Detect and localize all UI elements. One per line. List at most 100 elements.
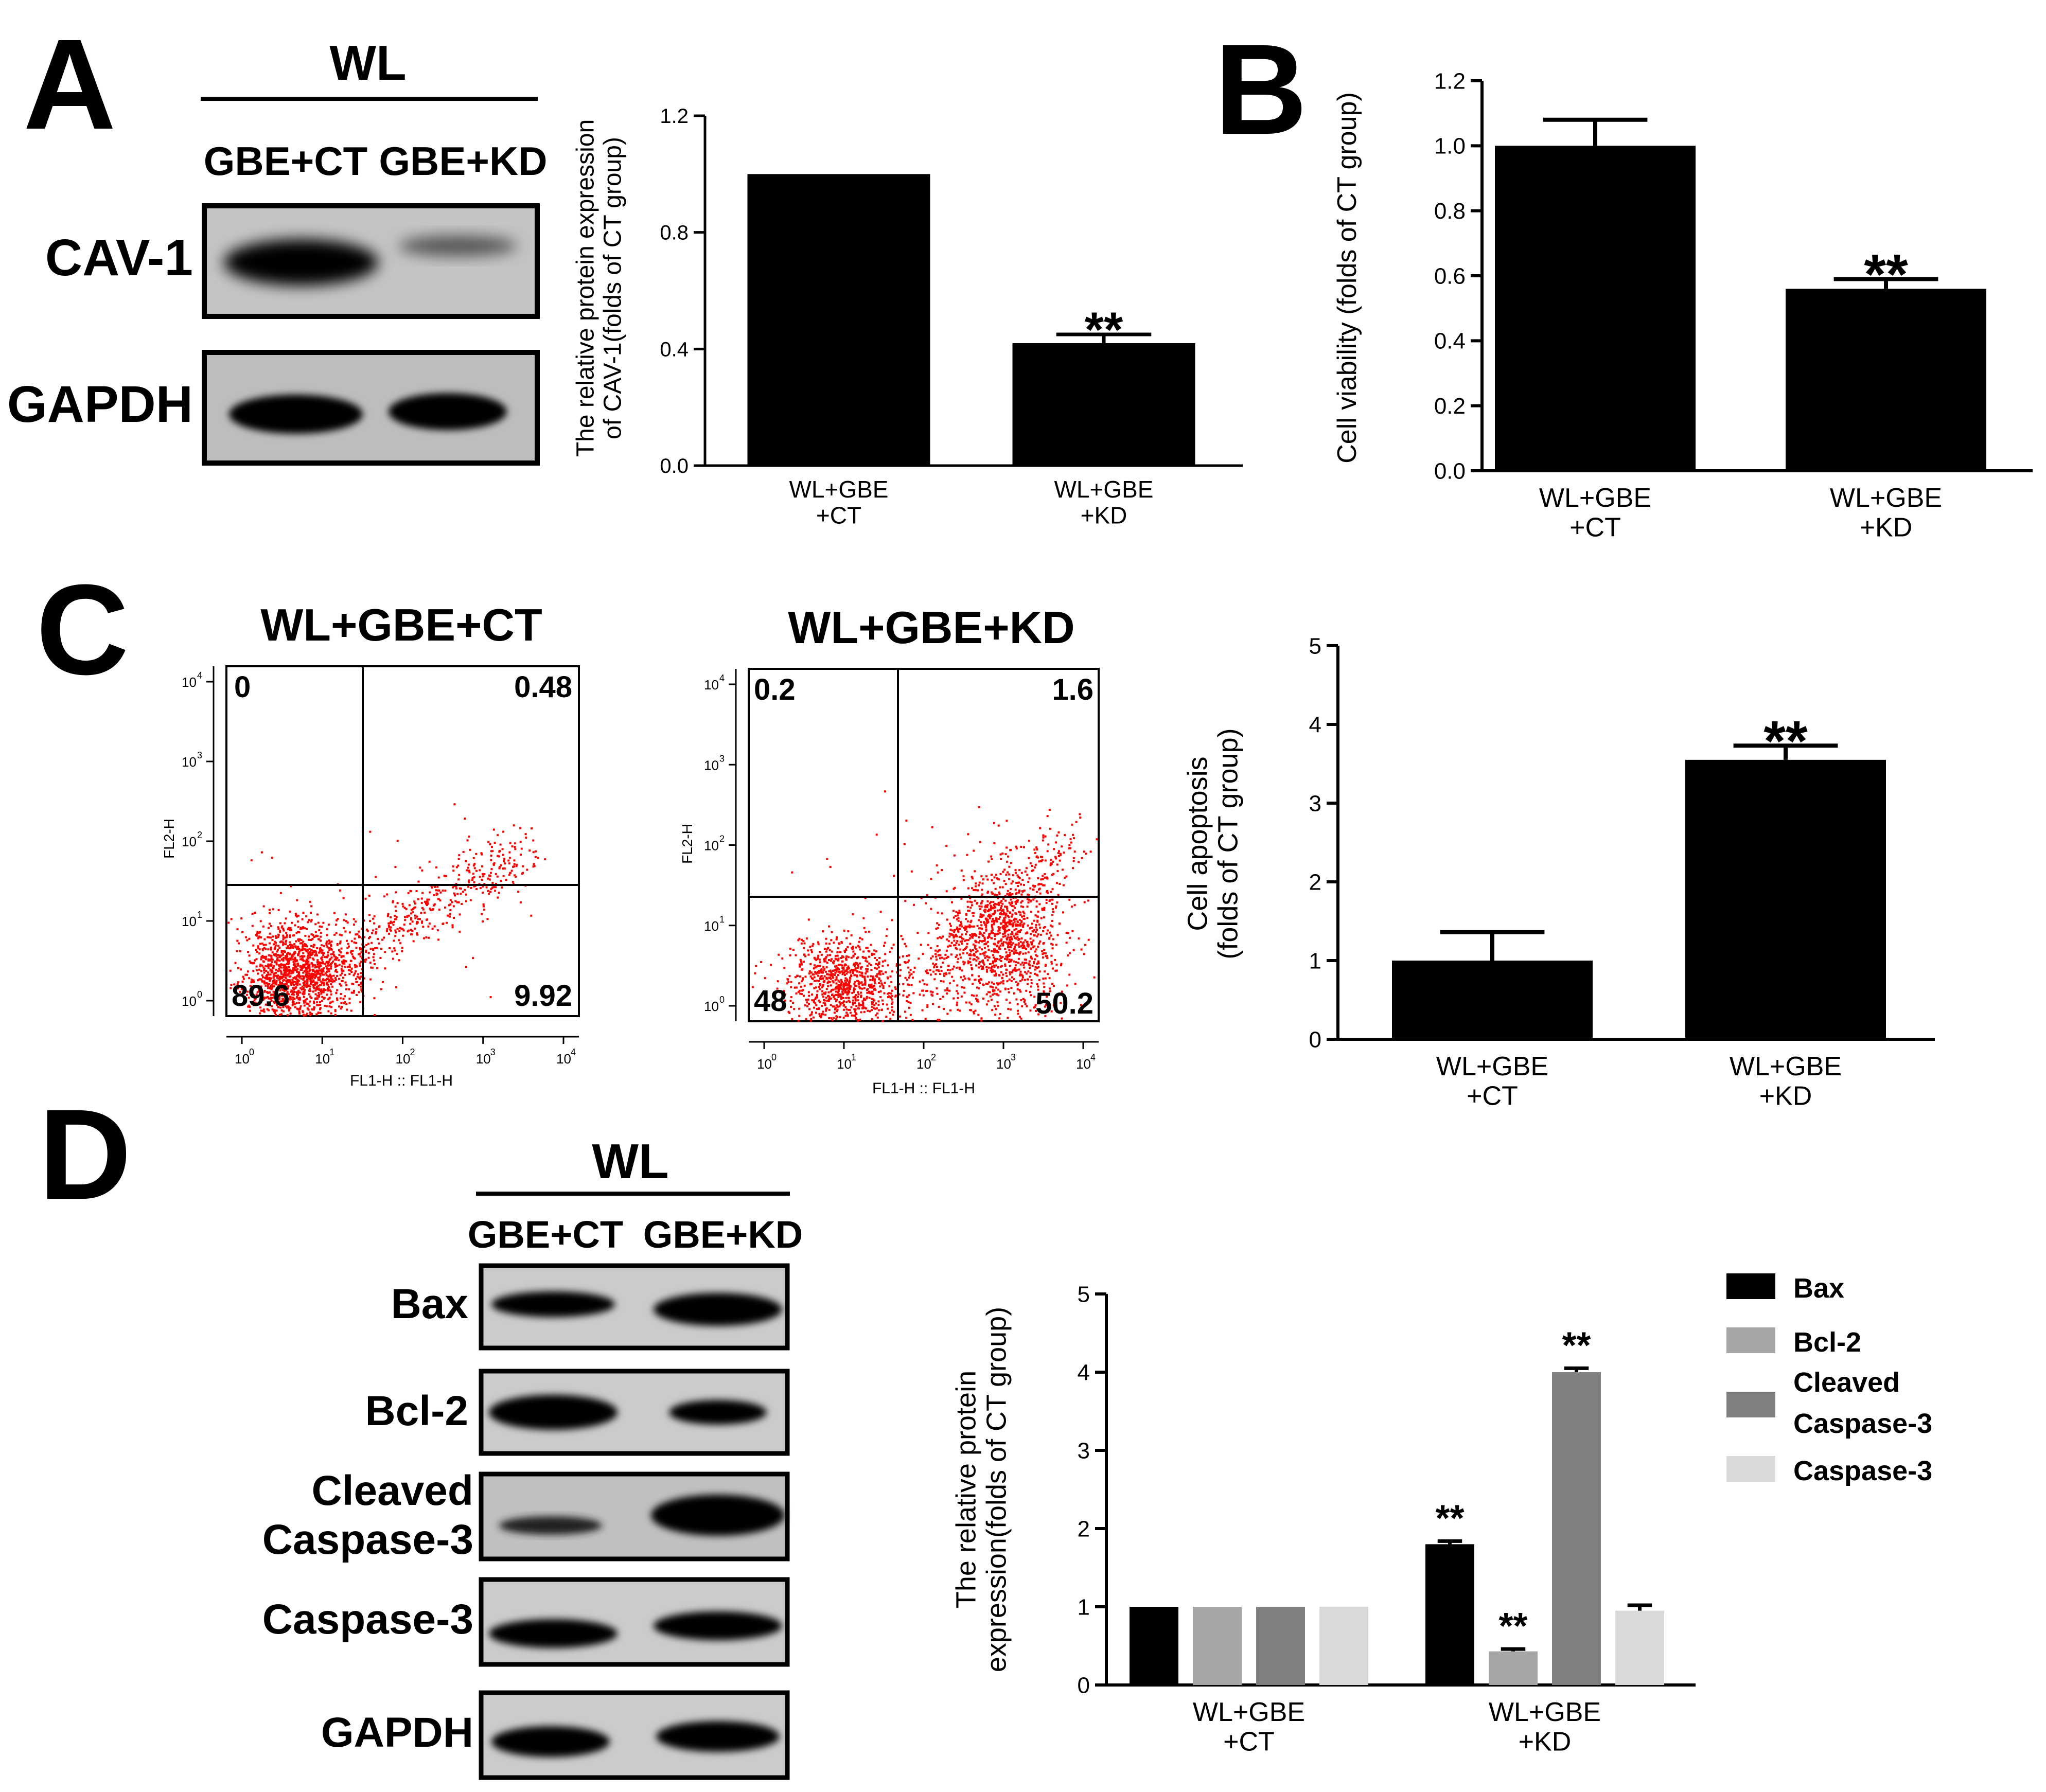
flow-dot [344,973,346,976]
flow-dot [980,965,982,968]
significance-label: ** [1498,1606,1527,1647]
flow-dot [860,996,862,998]
flow-dot [315,997,318,1000]
flow-dot [996,982,998,985]
flow-dot [962,963,965,966]
flow-dot [982,914,985,917]
flow-dot [851,948,854,950]
flow-dot [1009,971,1011,973]
flow-dot [331,985,333,988]
flow-dot [871,1018,873,1020]
flow-dot [284,999,287,1001]
flow-dot [1029,967,1031,969]
bar [747,174,930,466]
flow-dot [810,1019,813,1022]
flow-dot [319,948,321,950]
flow-dot [282,1010,285,1013]
flow-dot [860,991,862,994]
flow-dot [877,966,880,969]
flow-dot [838,943,841,945]
flow-dot [267,971,269,974]
flow-dot [995,917,998,920]
flow-dot [800,985,802,988]
flow-dot [328,1005,331,1008]
flow-dot [283,972,286,975]
flow-dot [433,925,436,928]
legend-swatch [1726,1327,1775,1353]
flow-dot [939,957,941,960]
flow-dot [953,916,955,919]
flow-dot [906,955,908,957]
flow-dot [874,982,876,985]
flow-dot [348,988,350,990]
flow-dot [261,964,263,967]
flow-dot [318,1004,320,1006]
flow-dot [819,977,821,980]
flow-dot [283,1001,286,1003]
flow-dot [298,931,301,934]
flow-dot [1024,947,1026,949]
flow-dot [857,993,860,996]
flow-dot [304,944,307,946]
flow-dot [837,959,839,962]
flow-dot [1004,914,1007,916]
flow-dot [982,967,984,970]
flow-dot [266,965,269,968]
flow-dot [934,963,937,966]
flow-plot-1-dots [227,803,546,1017]
flow-dot [264,984,267,987]
flow-dot [908,977,910,979]
flow-dot [845,937,848,939]
flow-dot [1057,852,1060,854]
y-axis-title: Cell viability (folds of CT group) [1332,92,1362,464]
flow-dot [978,927,980,930]
flow-dot [932,962,934,965]
flow-dot [328,959,331,962]
flow-dot [820,968,823,971]
flow-dot [1029,927,1031,930]
flow-dot [428,936,430,939]
flow-dot [831,989,833,991]
flow-dot [990,967,993,969]
flow-dot [288,962,290,965]
flow-dot [817,965,819,967]
flow-dot [800,962,803,965]
flow-dot [261,954,264,957]
flow-dot [853,1014,855,1017]
flow-dot [836,967,839,969]
flow-dot [399,927,401,929]
flow-dot [824,1008,827,1010]
flow-dot [956,1001,959,1004]
flow-dot [310,997,313,999]
flow-dot [252,970,255,972]
flow-dot [1032,898,1035,901]
flow-dot [934,973,937,975]
flow-dot [1040,1001,1043,1004]
flow-dot [881,1020,884,1022]
flow-dot [326,954,329,956]
flow-dot [1083,953,1085,955]
flow-dot [1023,846,1025,848]
flow-dot [835,970,838,973]
flow-dot [993,1005,996,1007]
x-category-label: WL+GBE [1830,483,1942,513]
flow-dot [956,954,958,956]
flow-dot [958,912,961,914]
flow-dot [289,975,292,978]
flow-dot [1033,996,1036,998]
flow-dot [249,1006,251,1008]
flow-dot [334,1010,337,1013]
flow-dot [331,978,334,981]
flow-dot [277,954,279,956]
flow-dot [810,951,813,953]
flow-dot [319,973,322,975]
flow-dot [843,964,846,967]
flow-dot [350,1009,352,1012]
flow-dot [1026,898,1029,900]
flow-dot [999,1013,1001,1015]
flow-dot [298,1012,301,1015]
flow-dot [877,1003,880,1006]
flow-dot [866,996,868,998]
flow-dot [936,966,938,968]
flow-dot [500,880,502,882]
